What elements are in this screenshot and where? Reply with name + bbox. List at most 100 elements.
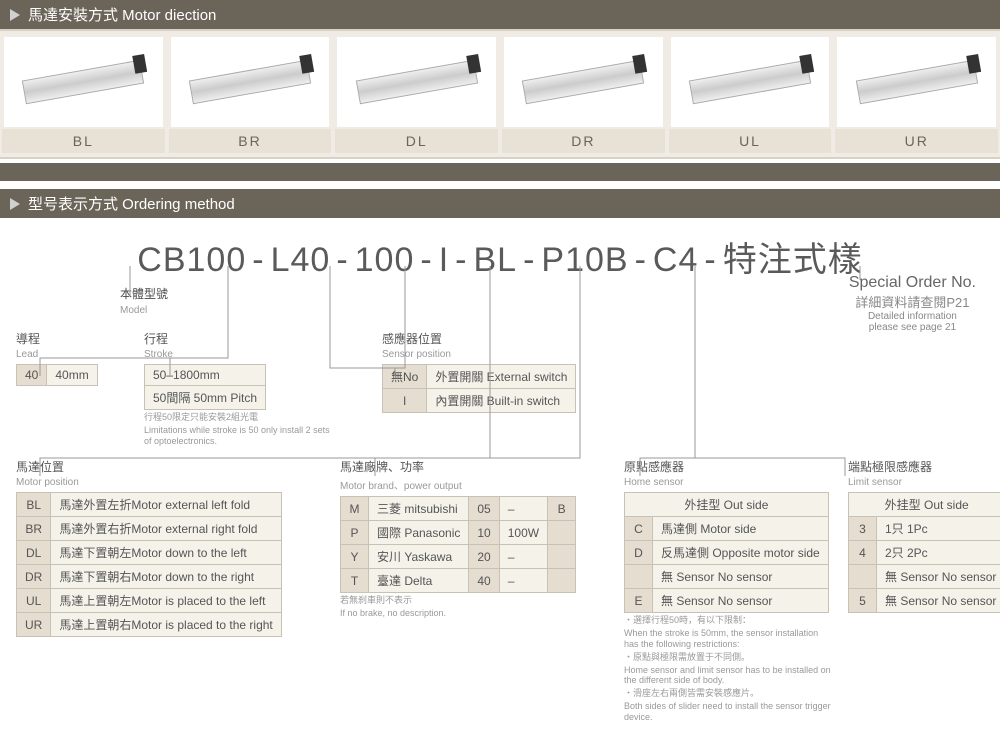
table-cell: 40 xyxy=(469,569,499,593)
motor-cell: BL xyxy=(0,31,167,157)
limit-sensor-table: 外挂型 Out side31只 1Pc42只 2Pc無 Sensor No se… xyxy=(848,492,1000,613)
motor-label: UR xyxy=(835,129,998,153)
part-segment: 特注式樣 xyxy=(723,232,863,281)
table-cell: 40 xyxy=(17,365,47,386)
motor-direction-row: BLBRDLDRULUR xyxy=(0,29,1000,159)
table-cell: 外置開關 External switch xyxy=(427,365,576,389)
motor-image xyxy=(671,37,830,127)
chevron-right-icon xyxy=(10,9,20,21)
block-title: 馬達位置 xyxy=(16,458,326,475)
ordering-area: CB100-L40-100-I-BL-P10B-C4-特注式樣 本體型號 Mod… xyxy=(0,218,1000,731)
motor-pos-table: BL馬達外置左折Motor external left foldBR馬達外置右折… xyxy=(16,492,282,637)
note: When the stroke is 50mm, the sensor inst… xyxy=(624,628,834,650)
part-segment: 100 xyxy=(355,241,415,280)
motor-label: DL xyxy=(335,129,498,153)
table-cell: 馬達外置右折Motor external right fold xyxy=(51,517,281,541)
motor-label: BR xyxy=(169,129,332,153)
motor-position-block: 馬達位置 Motor position BL馬達外置左折Motor extern… xyxy=(16,458,326,637)
note: 若無刹車則不表示 xyxy=(340,595,610,606)
motor-label: BL xyxy=(2,129,165,153)
table-cell: 100W xyxy=(499,521,547,545)
special-line: Detailed information xyxy=(849,311,976,322)
block-title: 原點感應器 xyxy=(624,458,834,475)
table-cell: 馬達上置朝右Motor is placed to the right xyxy=(51,613,281,637)
table-cell: P xyxy=(341,521,369,545)
limit-sensor-block: 端點極限感應器 Limit sensor 外挂型 Out side31只 1Pc… xyxy=(848,458,1000,613)
table-cell xyxy=(625,565,653,589)
part-segment: P10B xyxy=(541,241,628,280)
special-line: 詳細資料請查閱P21 xyxy=(849,292,976,311)
block-sub: Motor position xyxy=(16,477,326,488)
table-cell: 4 xyxy=(849,541,877,565)
table-cell: 馬達外置左折Motor external left fold xyxy=(51,493,281,517)
block-title: 感應器位置 xyxy=(382,330,576,347)
table-cell: 3 xyxy=(849,517,877,541)
home-sensor-table: 外挂型 Out sideC馬達側 Motor sideD反馬達側 Opposit… xyxy=(624,492,829,613)
model-sub: Model xyxy=(120,305,147,316)
table-cell: B xyxy=(548,497,576,521)
note: Home sensor and limit sensor has to be i… xyxy=(624,665,834,687)
table-cell: 無 Sensor No sensor xyxy=(877,589,1000,613)
part-segment: I xyxy=(439,241,449,280)
block-sub: Sensor position xyxy=(382,349,576,360)
table-cell: 馬達下置朝右Motor down to the right xyxy=(51,565,281,589)
note: ・滑座左右兩側皆需安裝感應片。 xyxy=(624,688,834,699)
motor-label: UL xyxy=(669,129,832,153)
block-sub: Home sensor xyxy=(624,477,834,488)
table-cell: 國際 Panasonic xyxy=(369,521,469,545)
special-line: please see page 21 xyxy=(849,322,976,333)
motor-cell: BR xyxy=(167,31,334,157)
section-header-ordering: 型号表示方式 Ordering method xyxy=(0,189,1000,218)
stroke-table: 50–1800mm50間隔 50mm Pitch xyxy=(144,364,266,410)
table-cell: 馬達側 Motor side xyxy=(653,517,829,541)
table-cell: 反馬達側 Opposite motor side xyxy=(653,541,829,565)
sensor-pos-block: 感應器位置 Sensor position 無No外置開關 External s… xyxy=(382,330,576,413)
special-order-box: Special Order No. 詳細資料請查閱P21 Detailed in… xyxy=(849,274,976,333)
table-cell: 2只 2Pc xyxy=(877,541,1000,565)
table-cell: 40mm xyxy=(47,365,97,386)
chevron-right-icon xyxy=(10,198,20,210)
table-cell: DL xyxy=(17,541,51,565)
table-cell: I xyxy=(383,389,427,413)
section-header-motor-direction: 馬達安裝方式 Motor diection xyxy=(0,0,1000,29)
table-cell: 20 xyxy=(469,545,499,569)
block-sub: Limit sensor xyxy=(848,477,1000,488)
stroke-block: 行程 Stroke 50–1800mm50間隔 50mm Pitch 行程50限… xyxy=(144,330,334,446)
table-cell: UL xyxy=(17,589,51,613)
table-cell: 5 xyxy=(849,589,877,613)
table-cell: 三菱 mitsubishi xyxy=(369,497,469,521)
motor-image xyxy=(171,37,330,127)
special-title: Special Order No. xyxy=(849,274,976,292)
motor-cell: UR xyxy=(833,31,1000,157)
block-sub: Lead xyxy=(16,349,126,360)
block-title: 馬達廠牌、功率 xyxy=(340,458,610,475)
motor-cell: DL xyxy=(333,31,500,157)
model-label: 本體型號 xyxy=(120,287,168,301)
motor-cell: UL xyxy=(667,31,834,157)
table-cell: 安川 Yaskawa xyxy=(369,545,469,569)
motor-image xyxy=(837,37,996,127)
table-cell: 無No xyxy=(383,365,427,389)
table-cell: E xyxy=(625,589,653,613)
note: 行程50限定只能安裝2組光電 xyxy=(144,412,334,423)
table-cell: 50間隔 50mm Pitch xyxy=(145,386,266,410)
table-cell: 05 xyxy=(469,497,499,521)
part-segment: L40 xyxy=(271,241,331,280)
table-cell: – xyxy=(499,545,547,569)
table-cell: – xyxy=(499,497,547,521)
sensor-pos-table: 無No外置開關 External switchI內置開關 Built-in sw… xyxy=(382,364,576,413)
table-cell: BR xyxy=(17,517,51,541)
note: Both sides of slider need to install the… xyxy=(624,701,834,723)
table-cell: 臺達 Delta xyxy=(369,569,469,593)
motor-label: DR xyxy=(502,129,665,153)
lead-block: 導程 Lead 4040mm xyxy=(16,330,126,386)
motor-cell: DR xyxy=(500,31,667,157)
note: ・選擇行程50時，有以下限制： xyxy=(624,615,834,626)
table-cell xyxy=(548,569,576,593)
motor-image xyxy=(504,37,663,127)
table-cell: D xyxy=(625,541,653,565)
table-cell: 無 Sensor No sensor xyxy=(653,565,829,589)
table-cell: T xyxy=(341,569,369,593)
block-sub: Stroke xyxy=(144,349,334,360)
table-cell: UR xyxy=(17,613,51,637)
